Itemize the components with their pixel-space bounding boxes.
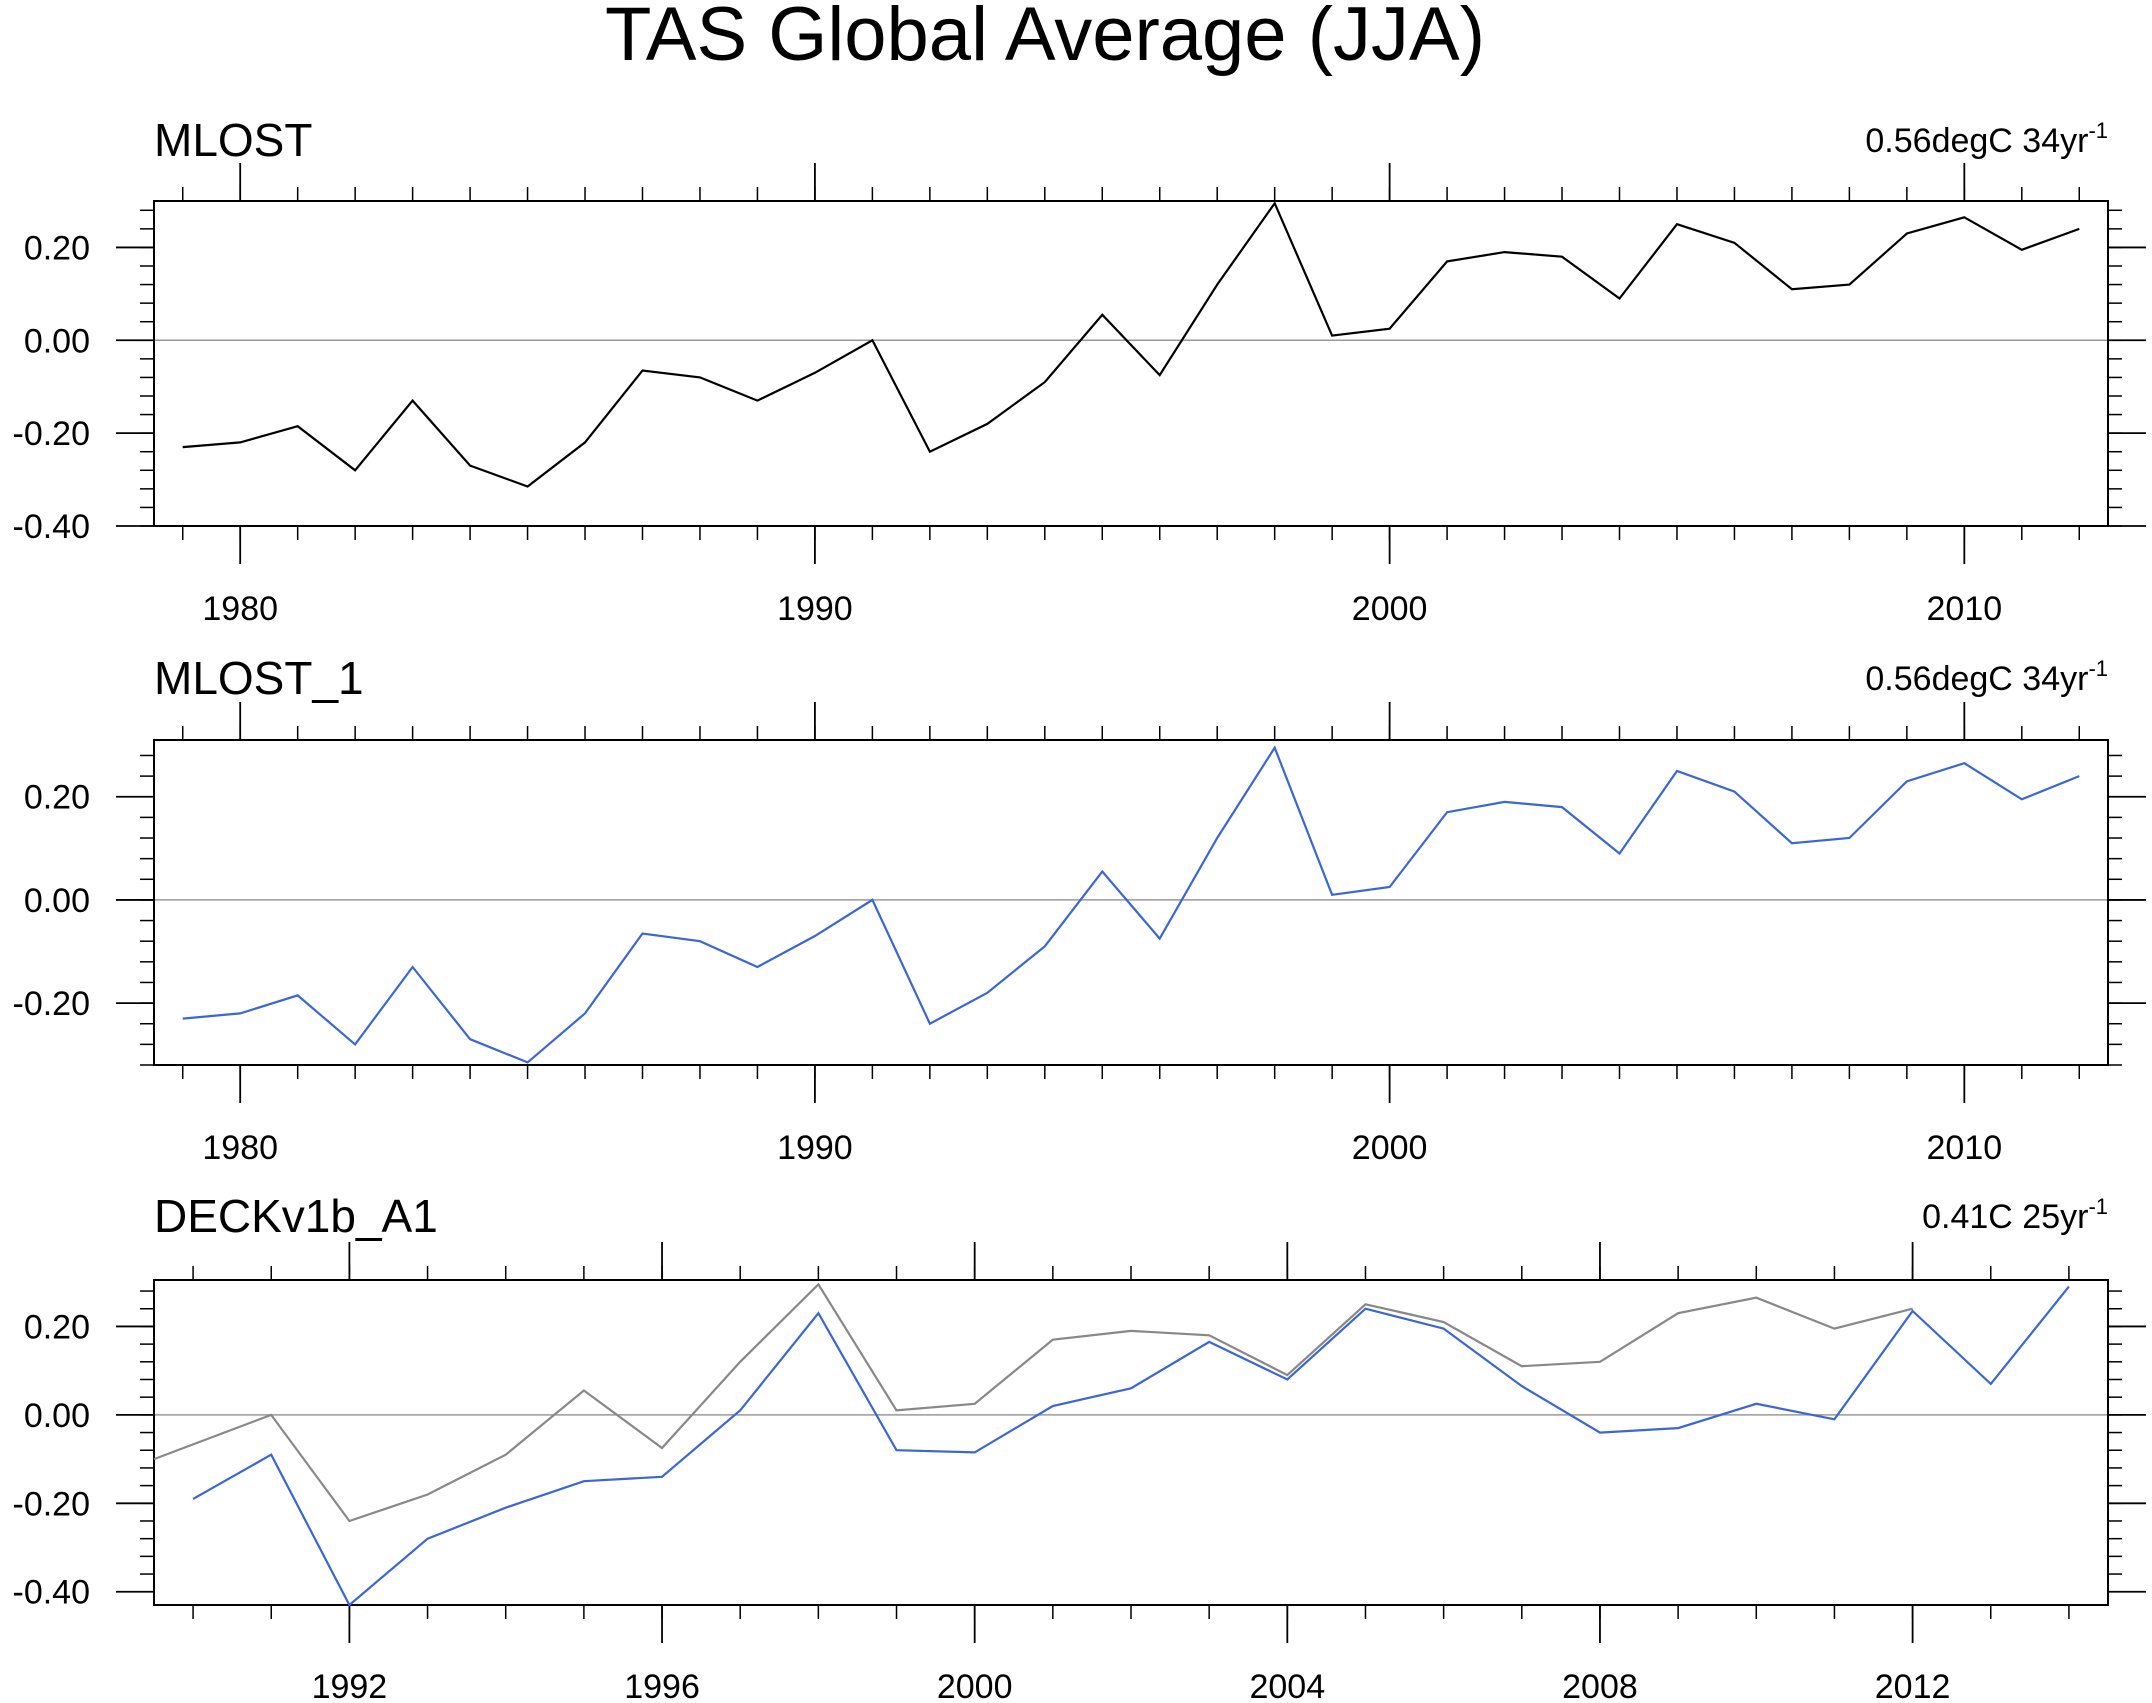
series-line (182, 745, 2080, 1064)
series-line (153, 1282, 1913, 1523)
trend-label-exponent: -1 (2088, 656, 2108, 681)
plot-frame (153, 1279, 2109, 1606)
x-tick-label: 1990 (777, 590, 853, 628)
y-tick-label: 0.20 (24, 1308, 90, 1346)
panel-deckv1b-a1: DECKv1b_A1 0.41C 25yr-1 1992 1996 2000 2004 20… (13, 1190, 2146, 1703)
trend-label-exponent: -1 (2088, 118, 2108, 143)
x-tick-label: 2010 (1927, 1129, 2003, 1167)
x-tick-label: 1980 (202, 590, 278, 628)
x-tick-label: 2000 (1352, 590, 1428, 628)
plot-frame (153, 739, 2109, 1066)
trend-label-text: 0.56degC 34yr (1865, 660, 2088, 698)
x-tick-label: 1980 (202, 1129, 278, 1167)
y-tick-label: 0.20 (24, 779, 90, 817)
x-tick-label: 1992 (312, 1668, 388, 1703)
y-tick-label: -0.40 (13, 1574, 91, 1612)
trend-label-text: 0.41C 25yr (1922, 1198, 2088, 1236)
panel-title: DECKv1b_A1 (154, 1190, 438, 1242)
x-tick-label: 1996 (624, 1668, 700, 1703)
series-line (182, 201, 2080, 488)
y-tick-label: 0.00 (24, 322, 90, 360)
y-tick-label: -0.20 (13, 985, 91, 1023)
panel-title: MLOST (154, 114, 312, 166)
y-tick-label: 0.20 (24, 229, 90, 267)
y-tick-label: 0.00 (24, 1397, 90, 1435)
y-tick-label: -0.20 (13, 415, 91, 453)
x-tick-label: 2000 (937, 1668, 1013, 1703)
trend-label: 0.56degC 34yr-1 (1865, 118, 2108, 160)
trend-label: 0.56degC 34yr-1 (1865, 656, 2108, 698)
x-tick-label: 2000 (1352, 1129, 1428, 1167)
x-tick-label: 1990 (777, 1129, 853, 1167)
panel-title: MLOST_1 (154, 652, 364, 704)
x-tick-label: 2004 (1249, 1668, 1325, 1703)
x-tick-label: 2012 (1875, 1668, 1951, 1703)
figure-title: TAS Global Average (JJA) (605, 0, 1485, 77)
trend-label-text: 0.56degC 34yr (1865, 122, 2088, 160)
series-line (192, 1285, 2070, 1607)
trend-label-exponent: -1 (2088, 1194, 2108, 1219)
y-tick-label: -0.20 (13, 1485, 91, 1523)
x-tick-label: 2008 (1562, 1668, 1638, 1703)
trend-label: 0.41C 25yr-1 (1922, 1194, 2108, 1236)
x-tick-label: 2010 (1927, 590, 2003, 628)
panel-mlost-1: MLOST_1 0.56degC 34yr-1 1980 1990 2000 2010 -0… (13, 652, 2146, 1167)
plot-frame (153, 200, 2109, 527)
panel-mlost: MLOST 0.56degC 34yr-1 1980 1990 2000 2010 -0.4… (13, 114, 2146, 628)
y-tick-label: 0.00 (24, 882, 90, 920)
y-tick-label: -0.40 (13, 508, 91, 546)
